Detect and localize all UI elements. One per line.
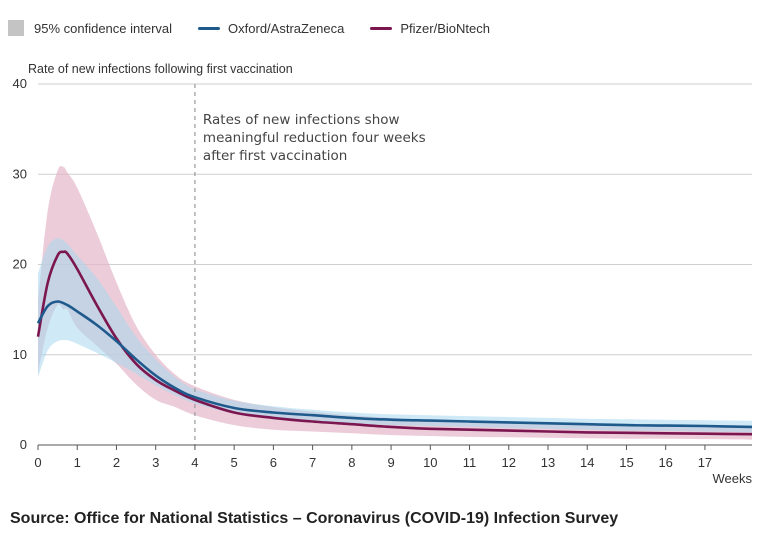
pfizer-swatch [370,26,393,30]
legend-pfizer-label: Pfizer/BioNtech [400,20,490,36]
legend-item-ci: 95% confidence interval [8,20,172,36]
source-text: Source: Office for National Statistics –… [10,510,619,527]
legend-ci-label: 95% confidence interval [34,20,173,36]
x-tick-label: 8 [348,455,355,470]
confidence-bands [38,165,752,440]
y-tick-label: 30 [13,166,27,181]
x-tick-label: 17 [698,455,712,470]
legend-oxford-label: Oxford/AstraZeneca [228,20,345,36]
y-tick-label: 20 [13,257,27,272]
ci-swatch [8,20,24,36]
x-tick-label: 13 [541,455,555,470]
annotation-line: after first vaccination [203,148,347,164]
legend: 95% confidence interval Oxford/AstraZene… [8,20,516,36]
x-tick-label: 5 [231,455,238,470]
pfizer-line [36,250,753,436]
x-tick-label: 0 [34,455,41,470]
series-lines [36,250,753,436]
x-tick-label: 2 [113,455,120,470]
x-tick-label: 9 [387,455,394,470]
y-tick-label: 10 [13,347,27,362]
oxford-line [36,300,753,429]
x-axis-label: Weeks [713,471,753,486]
x-tick-label: 3 [152,455,159,470]
legend-item-pfizer: Pfizer/BioNtech [370,21,490,36]
axes [37,444,752,450]
x-tick-label: 4 [191,455,198,470]
x-tick-label: 16 [658,455,672,470]
y-tick-label: 40 [13,76,27,91]
x-tick-label: 6 [270,455,277,470]
y-tick-label: 0 [20,437,27,452]
oxford-confidence-band [38,238,752,433]
x-tick-label: 12 [502,455,516,470]
pfizer-confidence-band [38,165,752,440]
annotation-line: Rates of new infections show [203,112,400,128]
annotation-line: meaningful reduction four weeks [203,130,426,146]
x-tick-label: 11 [463,455,477,470]
x-tick-label: 1 [74,455,81,470]
y-axis-label: Rate of new infections following first v… [28,62,293,76]
gridlines [38,83,752,356]
legend-item-oxford: Oxford/AstraZeneca [198,21,344,36]
x-tick-label: 15 [619,455,633,470]
x-tick-label: 7 [309,455,316,470]
x-tick-label: 14 [580,455,594,470]
x-tick-label: 10 [423,455,437,470]
oxford-swatch [198,26,221,30]
